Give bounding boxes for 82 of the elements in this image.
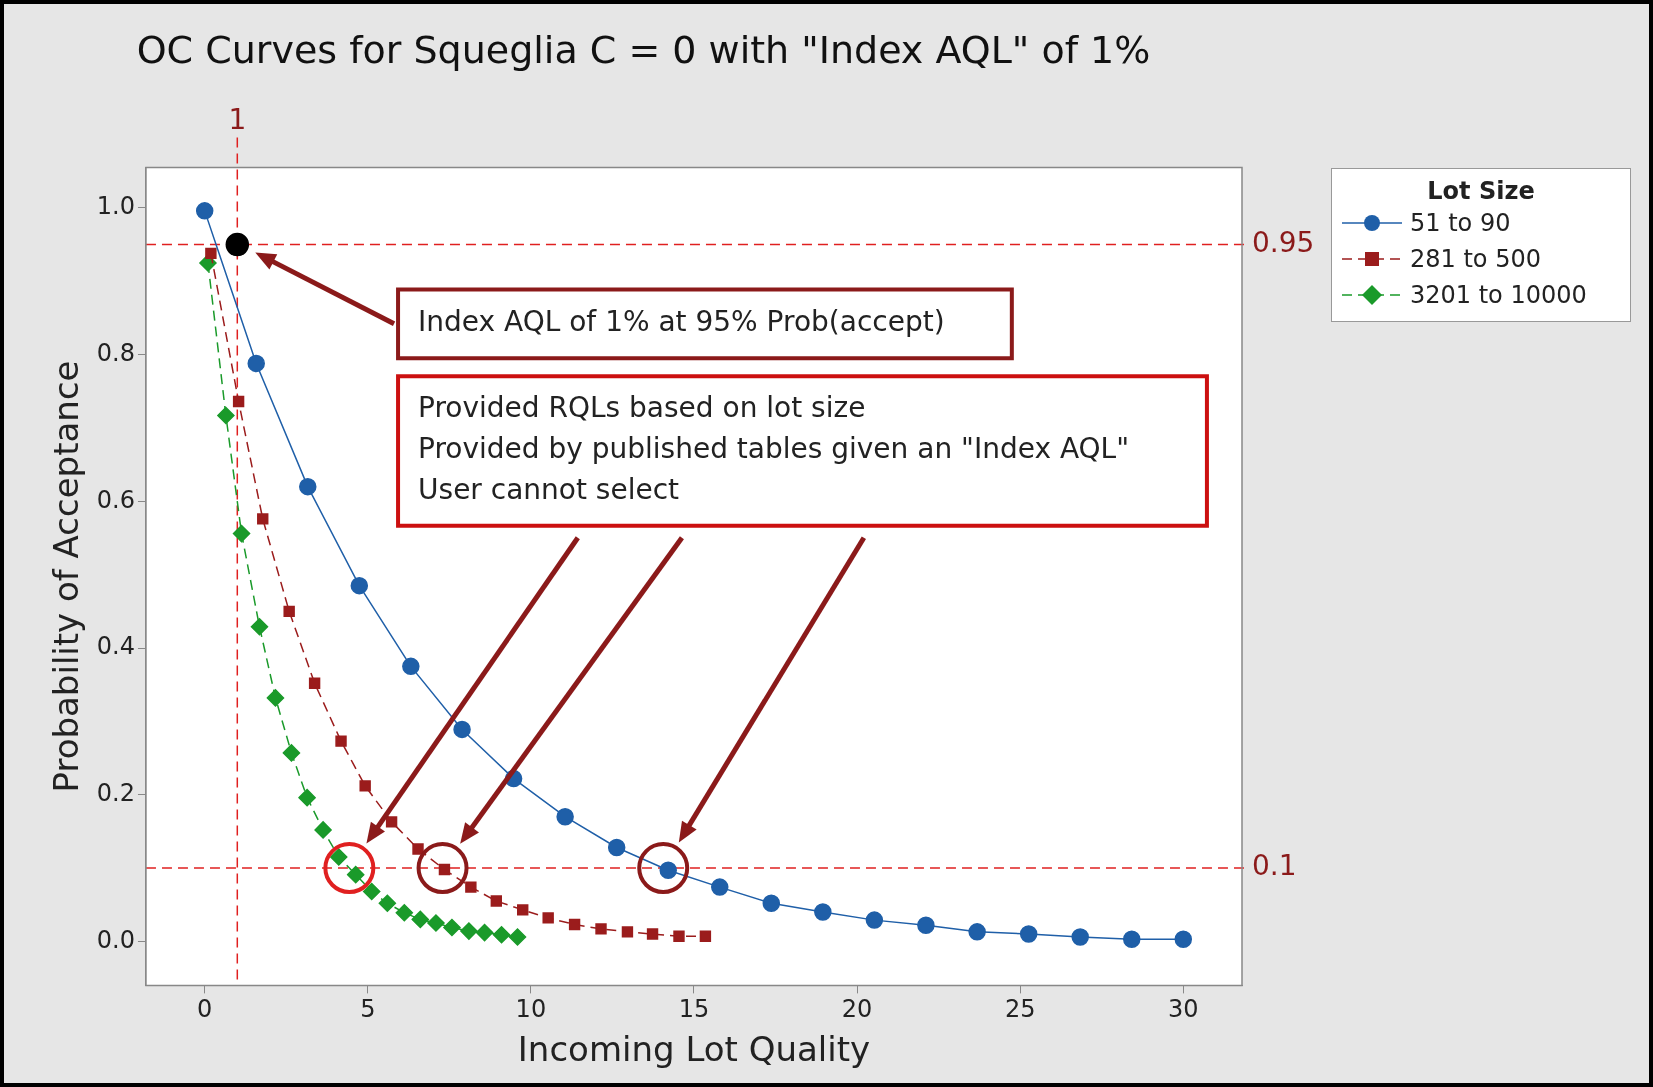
ref-line-label: 0.95 xyxy=(1252,225,1315,259)
y-tick-label: 0.0 xyxy=(96,925,135,954)
point xyxy=(517,904,529,916)
point xyxy=(453,720,471,739)
point xyxy=(646,928,659,940)
point xyxy=(308,677,321,689)
y-tick-label: 1.0 xyxy=(96,192,135,221)
point xyxy=(283,605,295,618)
annotation: Index AQL of 1% at 95% Prob(accept) xyxy=(418,305,945,339)
point xyxy=(299,477,317,496)
point xyxy=(607,838,626,857)
y-axis-title: Probability of Acceptance xyxy=(46,360,87,793)
point xyxy=(314,821,332,839)
point xyxy=(699,930,712,942)
point xyxy=(1174,930,1193,948)
point xyxy=(490,895,503,907)
x-tick-label: 15 xyxy=(678,995,710,1024)
point xyxy=(711,878,729,896)
point xyxy=(266,689,285,707)
point xyxy=(438,863,451,876)
point xyxy=(412,843,424,855)
point xyxy=(247,354,265,373)
point xyxy=(205,247,217,260)
point xyxy=(225,232,250,257)
point xyxy=(475,923,494,942)
point xyxy=(460,922,478,940)
annotation: Provided RQLs based on lot size Provided by published tables given an "Index AQL" User cannot select xyxy=(418,391,1130,507)
point xyxy=(542,912,554,924)
point xyxy=(257,513,269,525)
point xyxy=(465,881,477,893)
point xyxy=(556,807,574,826)
legend-label: 3201 to 10000 xyxy=(1410,280,1587,309)
x-tick-label: 5 xyxy=(360,995,376,1024)
point xyxy=(814,903,832,921)
point xyxy=(350,576,369,595)
point xyxy=(968,923,986,941)
x-axis-title: Incoming Lot Quality xyxy=(517,1029,871,1070)
point xyxy=(1071,928,1089,946)
point xyxy=(492,926,511,944)
point xyxy=(195,202,214,220)
point xyxy=(673,930,685,942)
point xyxy=(298,788,316,807)
point xyxy=(232,395,245,408)
point xyxy=(217,406,235,425)
point xyxy=(865,911,884,929)
x-tick-label: 25 xyxy=(1004,995,1036,1024)
point xyxy=(250,617,269,636)
x-tick-label: 10 xyxy=(515,995,547,1024)
point xyxy=(402,657,420,676)
point xyxy=(568,918,581,931)
point xyxy=(621,926,634,938)
point xyxy=(232,524,251,543)
point xyxy=(395,904,414,922)
point xyxy=(330,848,348,866)
point xyxy=(917,916,935,935)
point xyxy=(1122,930,1141,948)
point xyxy=(595,923,607,935)
point xyxy=(378,894,397,912)
legend-label: 51 to 90 xyxy=(1410,208,1511,237)
x-tick-label: 0 xyxy=(197,995,213,1024)
point xyxy=(1019,925,1038,943)
point xyxy=(362,882,381,901)
point xyxy=(427,914,445,932)
chart-title: OC Curves for Squeglia C = 0 with "Index AQL" of 1% xyxy=(136,27,1151,72)
legend-label: 281 to 500 xyxy=(1410,244,1541,273)
point xyxy=(443,918,461,937)
legend-title: Lot Size xyxy=(1426,176,1536,205)
point xyxy=(762,894,781,912)
point xyxy=(411,910,430,929)
x-tick-label: 30 xyxy=(1168,995,1199,1024)
point xyxy=(335,735,347,747)
point xyxy=(359,780,371,792)
point xyxy=(385,816,398,828)
ref-line-label: 0.1 xyxy=(1252,849,1297,883)
point xyxy=(508,928,527,946)
y-tick-label: 0.8 xyxy=(96,338,135,367)
y-tick-label: 0.2 xyxy=(96,778,135,807)
ref-line-label: 1 xyxy=(228,102,247,136)
point xyxy=(282,744,301,762)
y-tick-label: 0.4 xyxy=(96,632,135,661)
y-tick-label: 0.6 xyxy=(96,485,135,514)
x-tick-label: 20 xyxy=(841,995,873,1024)
